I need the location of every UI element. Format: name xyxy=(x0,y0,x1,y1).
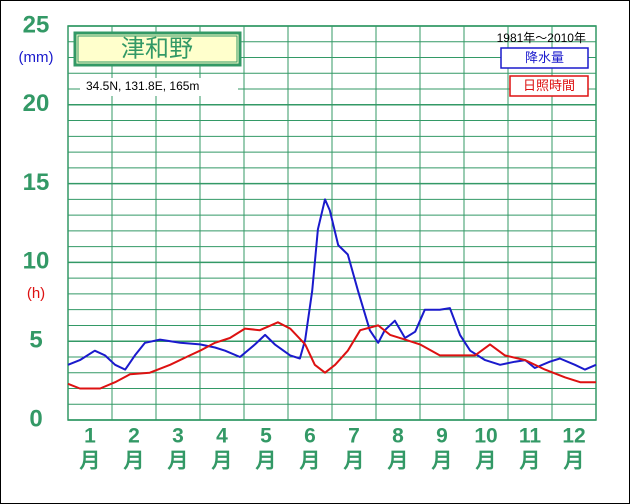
x-tick-suffix: 月 xyxy=(123,450,145,473)
title-box xyxy=(73,31,242,67)
y-tick-label: 5 xyxy=(29,327,42,354)
x-tick-suffix: 月 xyxy=(475,450,497,473)
x-tick-label: 5 xyxy=(260,425,272,448)
period: 1981年〜2010年 xyxy=(497,31,586,45)
x-tick-label: 4 xyxy=(216,425,228,448)
grid xyxy=(67,25,597,421)
legend-label: 日照時間 xyxy=(523,78,575,93)
series-line xyxy=(67,198,597,371)
x-tick-suffix: 月 xyxy=(299,450,321,473)
x-tick-suffix: 月 xyxy=(79,450,101,473)
legend-label: 降水量 xyxy=(525,50,564,65)
x-tick-label: 10 xyxy=(474,425,497,448)
x-tick-label: 8 xyxy=(392,425,404,448)
plot-border xyxy=(67,25,597,421)
legend-box xyxy=(509,75,589,97)
x-tick-label: 9 xyxy=(436,425,448,448)
y-unit-secondary: (h) xyxy=(27,285,45,302)
x-tick-suffix: 月 xyxy=(167,450,189,473)
title-box-inner xyxy=(77,35,238,63)
x-tick-suffix: 月 xyxy=(563,450,585,473)
x-tick-suffix: 月 xyxy=(431,450,453,473)
y-tick-label: 10 xyxy=(23,248,50,275)
chart-title: 津和野 xyxy=(121,35,193,62)
x-tick-label: 6 xyxy=(304,425,316,448)
x-tick-suffix: 月 xyxy=(519,450,541,473)
x-tick-suffix: 月 xyxy=(343,450,365,473)
subtitle-bg xyxy=(80,78,238,96)
x-tick-label: 1 xyxy=(84,425,96,448)
x-tick-label: 2 xyxy=(128,425,140,448)
y-tick-label: 25 xyxy=(23,11,50,38)
y-tick-label: 0 xyxy=(29,405,42,432)
y-unit-primary: (mm) xyxy=(19,49,54,66)
y-tick-label: 20 xyxy=(23,90,50,117)
x-tick-suffix: 月 xyxy=(255,450,277,473)
x-tick-label: 12 xyxy=(562,425,585,448)
x-tick-label: 3 xyxy=(172,425,184,448)
x-tick-label: 11 xyxy=(519,425,542,448)
chart-subtitle: 34.5N, 131.8E, 165m xyxy=(86,79,199,93)
legend-box xyxy=(500,47,589,69)
series-line xyxy=(67,321,596,390)
x-tick-suffix: 月 xyxy=(387,450,409,473)
x-tick-label: 7 xyxy=(348,425,360,448)
y-tick-label: 15 xyxy=(23,169,50,196)
x-tick-suffix: 月 xyxy=(211,450,233,473)
